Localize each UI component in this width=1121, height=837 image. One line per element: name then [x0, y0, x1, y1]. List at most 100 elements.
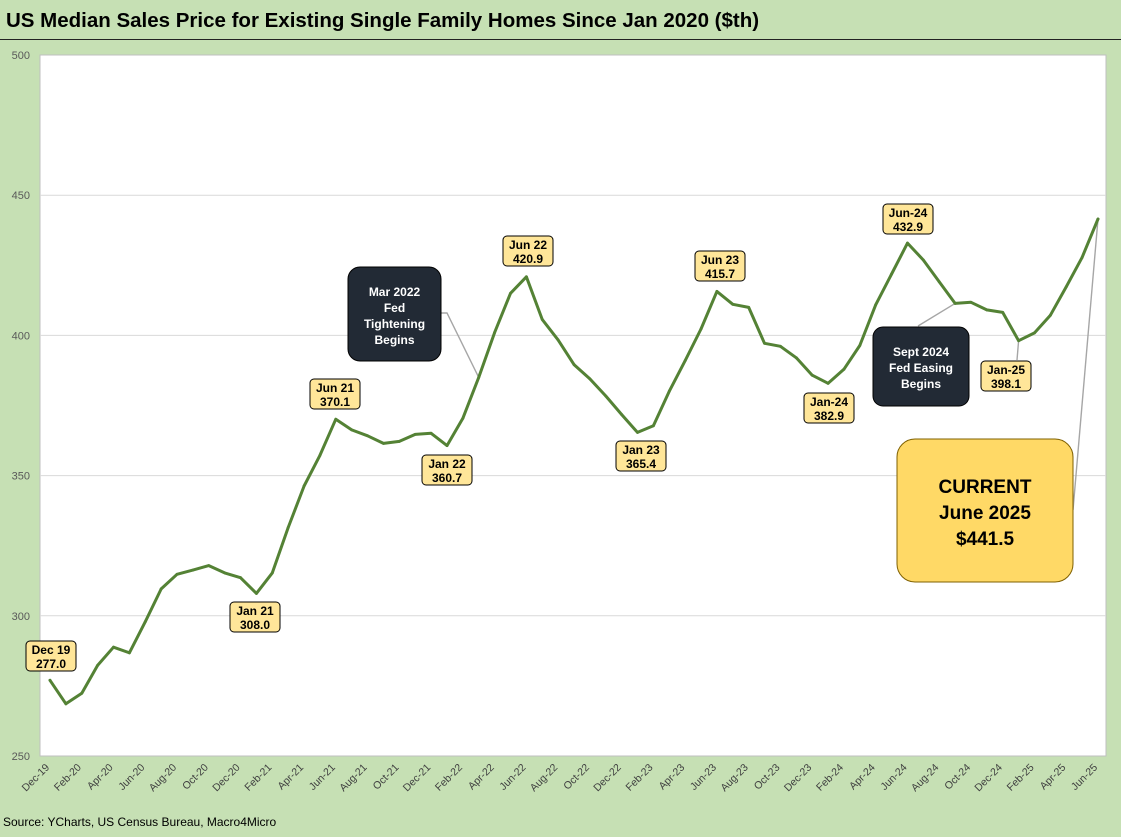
data-point-Feb-21 — [270, 571, 274, 575]
x-tick-label-Dec-20: Dec-20 — [210, 762, 243, 795]
data-point-Jul-24 — [921, 258, 925, 262]
x-tick-label-Dec-24: Dec-24 — [972, 762, 1005, 795]
data-point-Dec-20 — [239, 576, 242, 580]
data-label-box — [502, 235, 554, 267]
data-label-box — [615, 440, 667, 472]
data-point-May-20 — [127, 651, 131, 655]
data-point-May-24 — [890, 272, 893, 276]
data-point-Aug-22 — [556, 338, 560, 342]
x-tick-label-Apr-21: Apr-21 — [275, 762, 306, 793]
x-tick-label-Feb-20: Feb-20 — [52, 762, 84, 794]
source-note: Source: YCharts, US Census Bureau, Macro… — [3, 815, 277, 829]
y-tick-label-450: 450 — [12, 190, 30, 202]
y-tick-label-250: 250 — [12, 751, 30, 763]
x-tick-label-Oct-24: Oct-24 — [942, 762, 973, 793]
data-point-Sep-20 — [191, 568, 195, 572]
data-point-Mar-23 — [667, 389, 671, 393]
data-point-Apr-22 — [493, 331, 497, 334]
data-point-Dec-19 — [48, 678, 52, 682]
data-point-May-23 — [699, 327, 703, 331]
x-tick-label-Dec-23: Dec-23 — [782, 762, 815, 795]
data-label-name: Jan 23 — [622, 443, 660, 457]
data-point-Jun-24 — [906, 241, 909, 245]
data-point-Nov-23 — [794, 356, 798, 360]
callout-line-3: Begins — [901, 377, 941, 391]
callout-line-2: Fed Easing — [889, 361, 953, 375]
x-tick-label-Dec-22: Dec-22 — [591, 762, 624, 795]
data-point-Apr-21 — [302, 484, 306, 488]
x-tick-label-Jun-23: Jun-23 — [688, 762, 719, 793]
data-point-Mar-22 — [477, 376, 481, 379]
data-point-Oct-22 — [588, 377, 592, 381]
data-point-Jan-23 — [636, 431, 639, 434]
data-point-Feb-22 — [461, 416, 465, 420]
data-point-Mar-20 — [96, 664, 100, 667]
x-tick-label-Aug-24: Aug-24 — [909, 762, 942, 795]
x-axis-ticks: Dec-19 Feb-20 Apr-20 Jun-20 Aug-20 Oct-20 Dec-… — [20, 762, 1101, 795]
data-point-Jun-20 — [143, 620, 147, 624]
data-point-Jan-20 — [64, 702, 68, 706]
data-label-value: 382.9 — [814, 409, 844, 423]
leader-line-2 — [917, 302, 956, 327]
data-label-name: Dec 19 — [32, 643, 71, 657]
data-label-value: 398.1 — [991, 377, 1021, 391]
data-point-Oct-20 — [207, 564, 211, 568]
data-label-value: 415.7 — [705, 267, 735, 281]
leader-line-jan25 — [1016, 340, 1020, 361]
annotation-leader-lines — [440, 218, 1099, 511]
x-tick-label-Feb-24: Feb-24 — [814, 762, 846, 794]
data-point-Jun-22 — [524, 275, 528, 279]
data-point-Jul-23 — [731, 302, 735, 306]
data-label-name: Jun 22 — [509, 238, 547, 252]
series-layer — [48, 217, 1100, 706]
data-point-Nov-20 — [223, 571, 227, 575]
x-tick-label-Apr-20: Apr-20 — [85, 762, 116, 793]
x-tick-label-Apr-25: Apr-25 — [1038, 762, 1069, 793]
x-tick-label-Feb-21: Feb-21 — [242, 762, 274, 794]
x-tick-label-Dec-19: Dec-19 — [20, 762, 53, 795]
data-label-value: 360.7 — [432, 471, 462, 485]
data-label-value: 365.4 — [626, 457, 656, 471]
x-tick-label-Aug-23: Aug-23 — [718, 762, 751, 795]
y-tick-label-350: 350 — [12, 471, 30, 483]
callout-line-1: Mar 2022 — [369, 285, 421, 299]
data-point-Jan-22 — [445, 444, 449, 447]
data-point-May-25 — [1080, 256, 1084, 259]
data-point-Feb-23 — [651, 424, 655, 428]
data-point-Nov-22 — [604, 394, 608, 398]
x-tick-label-Oct-23: Oct-23 — [752, 762, 783, 793]
data-point-Jul-22 — [540, 318, 544, 321]
data-label-value: 308.0 — [240, 618, 270, 632]
title-bar: US Median Sales Price for Existing Singl… — [0, 0, 1121, 40]
data-point-Feb-20 — [80, 691, 84, 695]
x-tick-label-Apr-24: Apr-24 — [847, 762, 878, 793]
data-point-Apr-24 — [874, 303, 878, 307]
data-label-box — [421, 454, 473, 486]
data-label-box — [694, 250, 746, 282]
data-point-Aug-20 — [175, 572, 179, 576]
data-point-Jan-24 — [826, 381, 830, 385]
x-tick-label-Jun-21: Jun-21 — [307, 762, 338, 793]
x-tick-label-Jun-22: Jun-22 — [497, 762, 528, 793]
data-label-name: Jun 21 — [316, 381, 354, 395]
y-tick-label-300: 300 — [12, 611, 30, 623]
data-point-Nov-24 — [985, 308, 989, 312]
x-tick-label-Aug-21: Aug-21 — [337, 762, 370, 795]
leader-line-1 — [440, 312, 480, 378]
data-point-Sep-21 — [382, 441, 385, 445]
data-point-Sep-24 — [953, 302, 957, 305]
data-label-box — [882, 203, 934, 235]
data-label-name: Jun 23 — [701, 253, 739, 267]
data-point-Apr-20 — [112, 645, 115, 649]
callout-fed-easing: Sept 2024 Fed Easing Begins — [872, 326, 970, 407]
data-label-value: 420.9 — [513, 252, 543, 266]
x-tick-label-Jun-25: Jun-25 — [1069, 762, 1100, 793]
data-label-name: Jun-24 — [889, 206, 928, 220]
